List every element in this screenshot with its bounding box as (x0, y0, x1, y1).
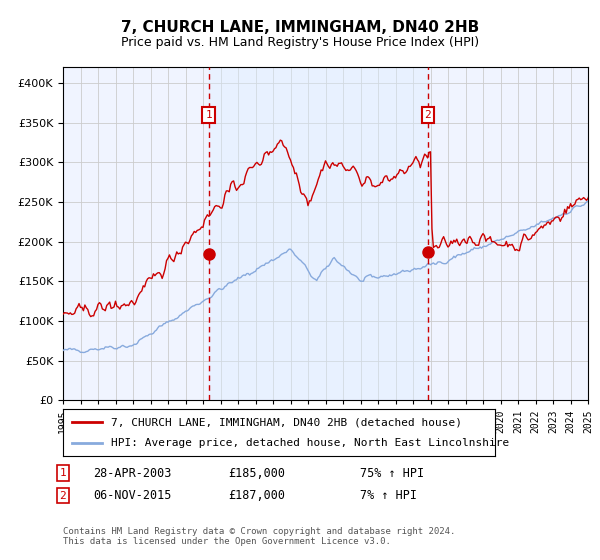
Text: 2: 2 (425, 110, 431, 120)
Text: £185,000: £185,000 (228, 466, 285, 480)
Text: 75% ↑ HPI: 75% ↑ HPI (360, 466, 424, 480)
Text: 7, CHURCH LANE, IMMINGHAM, DN40 2HB: 7, CHURCH LANE, IMMINGHAM, DN40 2HB (121, 20, 479, 35)
Text: Contains HM Land Registry data © Crown copyright and database right 2024.
This d: Contains HM Land Registry data © Crown c… (63, 526, 455, 546)
Bar (209, 67, 428, 400)
Text: 1: 1 (59, 468, 67, 478)
Text: 1: 1 (205, 110, 212, 120)
Text: £187,000: £187,000 (228, 489, 285, 502)
Text: 7, CHURCH LANE, IMMINGHAM, DN40 2HB (detached house): 7, CHURCH LANE, IMMINGHAM, DN40 2HB (det… (110, 417, 461, 427)
Text: 7% ↑ HPI: 7% ↑ HPI (360, 489, 417, 502)
Text: 2: 2 (59, 491, 67, 501)
Text: Price paid vs. HM Land Registry's House Price Index (HPI): Price paid vs. HM Land Registry's House … (121, 36, 479, 49)
Text: HPI: Average price, detached house, North East Lincolnshire: HPI: Average price, detached house, Nort… (110, 438, 509, 448)
Text: 06-NOV-2015: 06-NOV-2015 (93, 489, 172, 502)
Text: 28-APR-2003: 28-APR-2003 (93, 466, 172, 480)
